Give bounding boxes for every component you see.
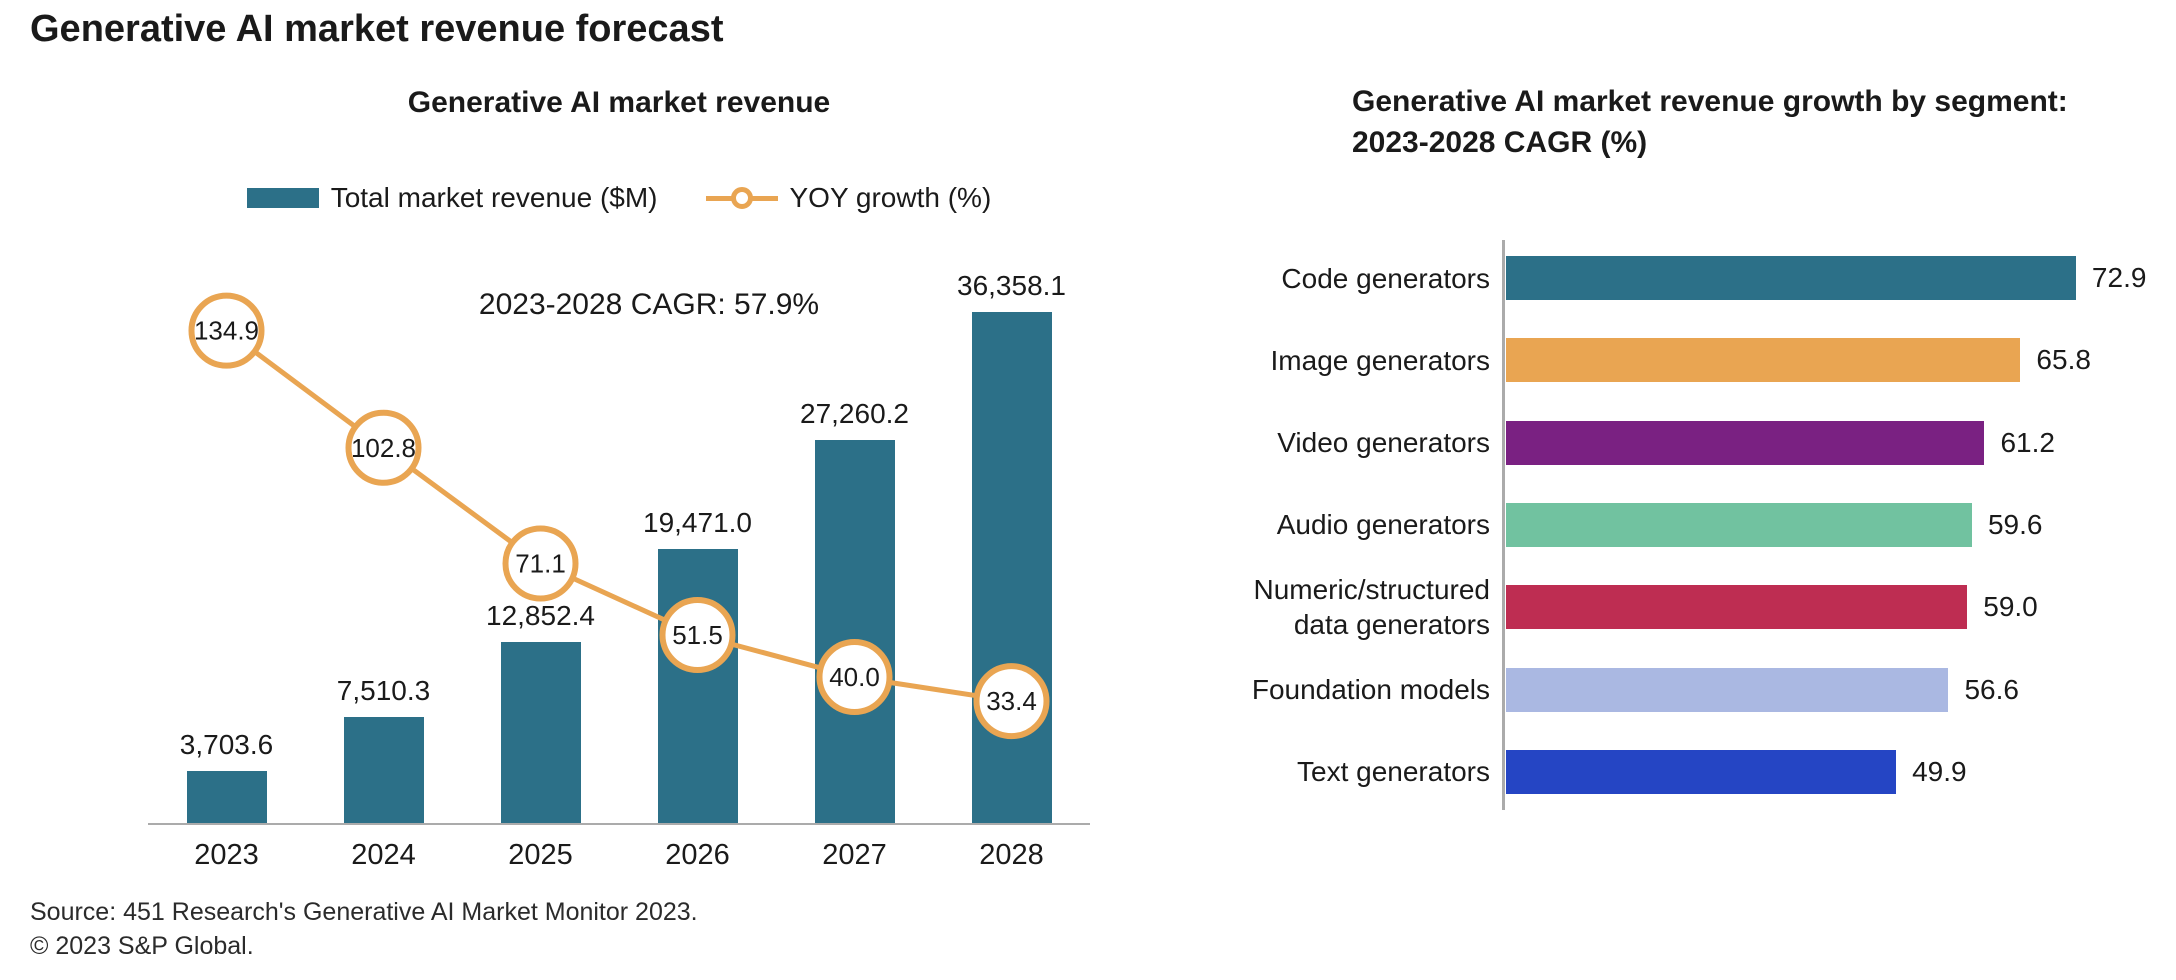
yoy-value-label: 102.8 — [351, 433, 416, 463]
yoy-value-label: 51.5 — [672, 620, 723, 650]
revenue-bar — [814, 439, 895, 823]
page-title: Generative AI market revenue forecast — [30, 8, 724, 50]
copyright-line: © 2023 S&P Global. — [30, 931, 254, 960]
segment-label: Image generators — [1180, 319, 1490, 401]
bar-swatch-icon — [246, 188, 319, 208]
legend-item-revenue: Total market revenue ($M) — [246, 182, 658, 214]
x-axis-year-label: 2027 — [822, 839, 887, 871]
segment-label-text: Code generators — [1281, 262, 1490, 294]
combo-chart-title: Generative AI market revenue — [407, 86, 831, 119]
x-axis-year-label: 2024 — [351, 839, 416, 871]
segment-value-label: 59.0 — [1983, 591, 2038, 623]
segment-label-text: Image generators — [1270, 344, 1490, 376]
segment-label: Foundation models — [1180, 649, 1490, 731]
segment-label: Code generators — [1180, 237, 1490, 319]
segment-bar — [1506, 338, 2021, 383]
yoy-value-label: 40.0 — [829, 662, 880, 692]
segment-value-label: 56.6 — [1964, 673, 2019, 705]
x-axis-year-label: 2026 — [665, 839, 730, 871]
segment-label: Video generators — [1180, 402, 1490, 484]
segment-value-label: 49.9 — [1912, 755, 1967, 787]
segment-bar — [1506, 256, 2076, 300]
source-note: Source: 451 Research's Generative AI Mar… — [30, 896, 698, 964]
segment-chart-title: Generative AI market revenue growth by s… — [1352, 85, 2068, 159]
yoy-marker — [973, 663, 1050, 740]
segment-label: Audio generators — [1180, 484, 1490, 566]
segment-label-text: Audio generators — [1276, 509, 1490, 541]
segment-label-text: Video generators — [1277, 427, 1490, 459]
revenue-bar — [186, 770, 267, 823]
legend-label-growth: YOY growth (%) — [789, 182, 992, 213]
yoy-marker — [502, 525, 579, 602]
x-axis-year-label: 2025 — [508, 839, 573, 871]
yoy-value-label: 33.4 — [986, 686, 1037, 716]
cagr-annotation: 2023-2028 CAGR: 57.9% — [478, 288, 820, 321]
yoy-marker — [188, 292, 265, 369]
segment-value-label: 72.9 — [2091, 262, 2147, 293]
segment-label: Numeric/structured data generators — [1180, 566, 1490, 648]
yoy-value-label: 71.1 — [515, 548, 566, 578]
x-axis-year-label: 2028 — [979, 839, 1044, 871]
revenue-bar-value: 12,852.4 — [486, 600, 595, 632]
combo-chart-legend: Total market revenue ($M) YOY growth (%) — [148, 182, 1090, 214]
segment-value-label: 65.8 — [2036, 344, 2091, 376]
yoy-marker — [816, 639, 893, 715]
revenue-bar-value: 27,260.2 — [800, 397, 909, 429]
line-marker-icon — [705, 187, 778, 209]
revenue-bar-value: 36,358.1 — [957, 270, 1066, 301]
segment-value-label: 59.6 — [1987, 508, 2043, 540]
segment-label-text: Foundation models — [1251, 674, 1490, 705]
revenue-bar — [657, 549, 738, 823]
revenue-bar-value: 7,510.3 — [336, 675, 431, 707]
segment-bar — [1506, 502, 1972, 547]
yoy-value-label: 134.9 — [194, 316, 259, 346]
yoy-marker — [659, 597, 736, 674]
segment-axis-line — [1502, 240, 1505, 810]
segment-label-text: Numeric/structured data generators — [1253, 574, 1490, 641]
segment-bar — [1506, 749, 1897, 794]
legend-label-revenue: Total market revenue ($M) — [330, 182, 658, 213]
x-axis-year-label: 2023 — [194, 839, 259, 871]
segment-label: Text generators — [1180, 731, 1490, 813]
revenue-bar-value: 19,471.0 — [643, 507, 752, 539]
revenue-bar — [343, 717, 424, 823]
yoy-marker — [345, 409, 422, 486]
segment-value-label: 61.2 — [2000, 426, 2055, 458]
segment-bar — [1506, 420, 1985, 465]
revenue-bar — [500, 642, 581, 823]
revenue-bar-value: 3,703.6 — [179, 728, 274, 760]
x-axis-line — [148, 823, 1090, 825]
source-line: Source: 451 Research's Generative AI Mar… — [30, 898, 698, 926]
segment-bar — [1506, 667, 1949, 712]
segment-bar — [1506, 585, 1968, 630]
line-swatch-dot — [730, 187, 753, 209]
segment-label-text: Text generators — [1297, 756, 1490, 788]
legend-item-growth: YOY growth (%) — [705, 182, 992, 214]
